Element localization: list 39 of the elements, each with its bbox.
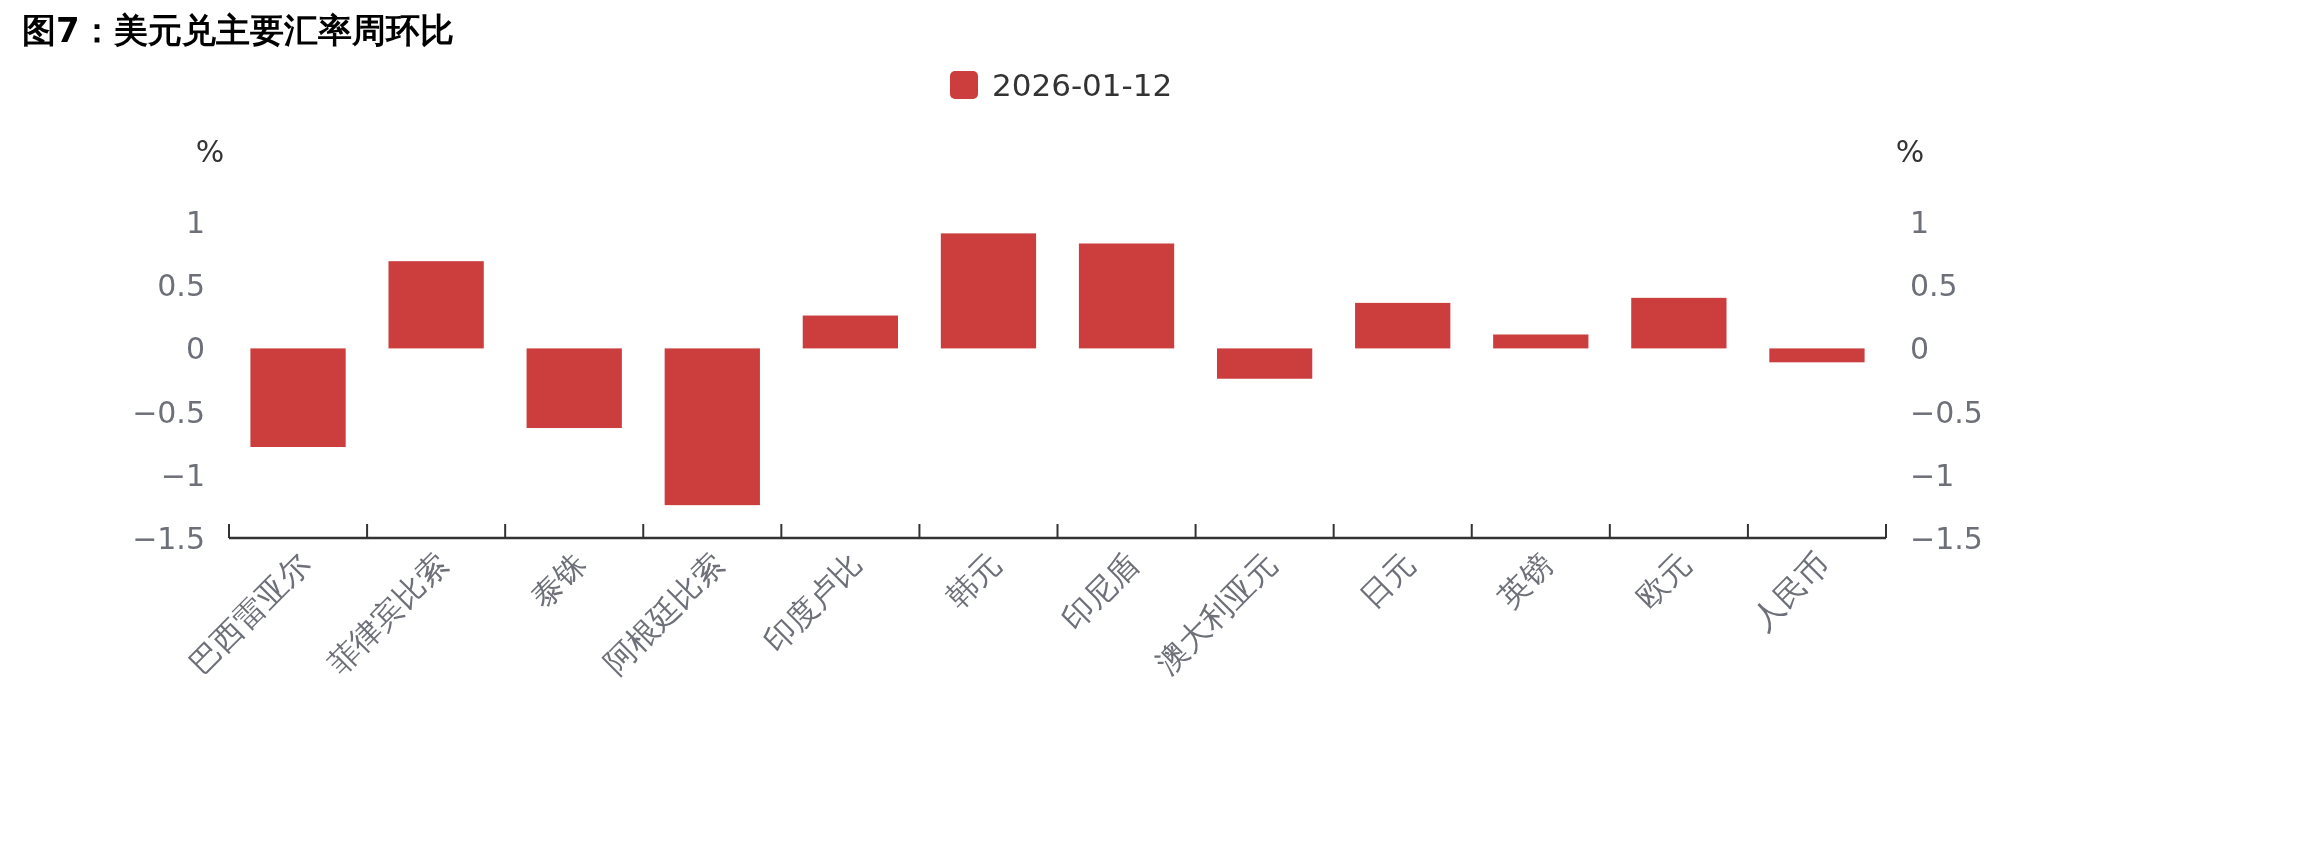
x-tick-label: 欧元	[1628, 545, 1698, 615]
bar	[526, 348, 622, 429]
chart-title: 图7：美元兑主要汇率周环比	[22, 10, 454, 50]
x-tick-label: 菲律宾比索	[320, 545, 456, 681]
bar	[1355, 302, 1451, 349]
y-axis-title: %	[195, 134, 225, 169]
bar	[1216, 348, 1313, 379]
x-tick-label: 印尼盾	[1054, 545, 1146, 637]
y-tick-label: −1.5	[132, 521, 205, 556]
x-tick-label: 阿根廷比索	[596, 545, 732, 681]
y2-tick-label: 0	[1910, 331, 1930, 367]
x-tick-label: 韩元	[938, 545, 1008, 615]
legend-label: 2026-01-12	[992, 67, 1173, 103]
bar	[664, 348, 760, 506]
y2-axis-title: %	[1895, 134, 1925, 169]
bar	[1769, 348, 1865, 363]
bar	[1493, 334, 1589, 349]
y-tick-label: −0.5	[132, 394, 205, 430]
x-tick-label: 澳大利亚元	[1148, 545, 1284, 681]
y2-tick-label: 1	[1910, 205, 1930, 240]
bar	[940, 233, 1037, 349]
y2-tick-label: −0.5	[1910, 394, 1983, 430]
x-tick-label: 印度卢比	[756, 545, 870, 659]
bar	[1078, 243, 1175, 349]
y2-tick-label: −1	[1910, 457, 1955, 493]
x-tick-label: 泰铢	[523, 545, 594, 615]
x-tick-label: 人民币	[1744, 545, 1836, 637]
y-tick-label: 0.5	[157, 268, 205, 304]
y-tick-label: −1	[160, 457, 205, 493]
x-tick-label: 英镑	[1490, 545, 1560, 615]
bar	[388, 261, 484, 349]
x-tick-label: 日元	[1352, 545, 1422, 615]
bar	[1631, 297, 1727, 349]
y-tick-label: 1	[185, 205, 205, 240]
bar	[250, 348, 346, 447]
y2-tick-label: −1.5	[1910, 521, 1983, 556]
y2-tick-label: 0.5	[1910, 268, 1958, 304]
bar	[802, 315, 899, 349]
y-tick-label: 0	[185, 331, 205, 367]
